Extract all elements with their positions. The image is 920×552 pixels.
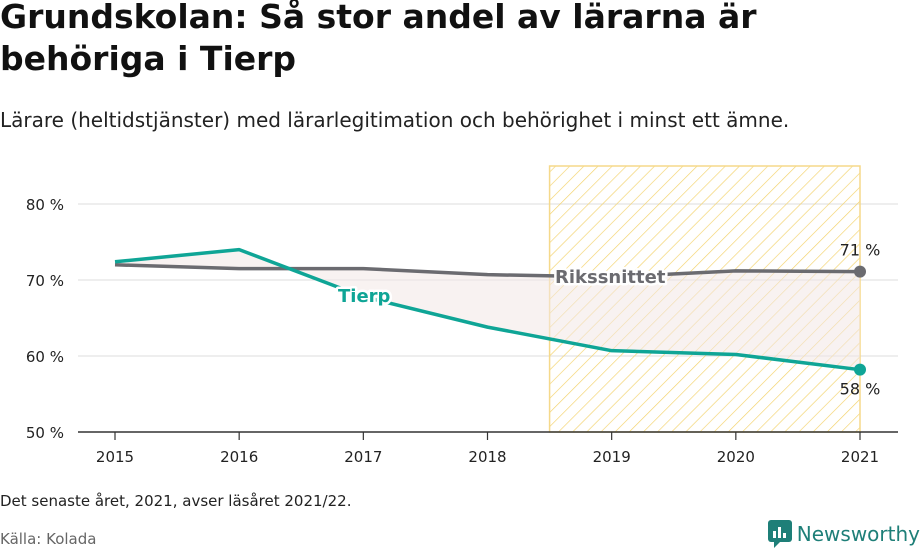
end-label-tierp: 58 % <box>840 380 881 399</box>
x-tick-label: 2020 <box>717 448 755 466</box>
y-tick-label: 80 % <box>26 196 64 214</box>
series-label-riks: Rikssnittet <box>555 267 666 288</box>
end-point-riks <box>854 265 866 278</box>
source-text: Källa: Kolada <box>0 530 97 548</box>
series-line-tierp <box>114 247 861 372</box>
footnote: Det senaste året, 2021, avser läsåret 20… <box>0 492 352 510</box>
x-axis: 2015 2016 2017 2018 2019 2020 2021 <box>78 431 898 466</box>
y-tick-label: 50 % <box>26 424 64 442</box>
y-axis: 80 % 70 % 60 % 50 % <box>26 196 64 442</box>
brand-name: Newsworthy <box>796 522 920 546</box>
end-point-tierp <box>854 363 866 376</box>
chart-subtitle: Lärare (heltidstjänster) med lärarlegiti… <box>0 108 790 132</box>
x-tick-label: 2018 <box>468 448 506 466</box>
newsworthy-icon <box>767 520 792 548</box>
x-tick-label: 2016 <box>220 448 258 466</box>
brand-logo[interactable]: Newsworthy <box>767 519 920 549</box>
series-label-tierp: Tierp <box>338 286 391 307</box>
line-chart: 80 % 70 % 60 % 50 % 2015 2016 2017 2018 2019 202… <box>26 165 898 466</box>
chart-title: Grundskolan: Så stor andel av lärarna är… <box>0 0 757 78</box>
x-tick-label: 2021 <box>841 448 879 466</box>
series-label-riks-halo: Rikssnittet <box>555 267 666 288</box>
series-lines <box>114 247 866 376</box>
y-tick-label: 70 % <box>26 272 64 290</box>
x-tick-label: 2015 <box>96 448 134 466</box>
x-tick-label: 2019 <box>593 448 631 466</box>
y-tick-label: 60 % <box>26 348 64 366</box>
series-line-riks <box>114 263 861 279</box>
x-tick-label: 2017 <box>344 448 382 466</box>
end-label-riks: 71 % <box>840 241 881 260</box>
gap-area <box>115 249 860 370</box>
series-label-tierp-halo: Tierp <box>338 286 391 307</box>
